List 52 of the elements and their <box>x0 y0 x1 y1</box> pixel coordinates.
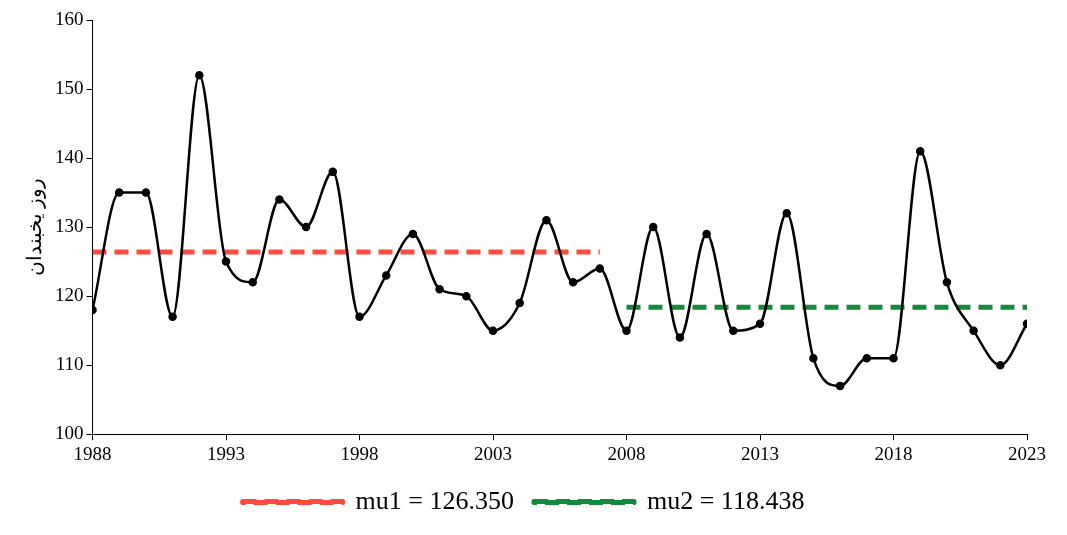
x-tick-label: 2013 <box>741 442 779 464</box>
point <box>355 312 364 322</box>
y-tick-label: 120 <box>55 284 84 306</box>
point <box>568 278 578 287</box>
point <box>114 188 124 197</box>
y-tick-label: 140 <box>55 146 84 168</box>
point <box>622 326 631 335</box>
point <box>595 264 605 273</box>
point <box>195 70 204 80</box>
point <box>328 167 338 177</box>
point <box>835 381 845 391</box>
point <box>435 284 444 294</box>
point <box>942 278 952 287</box>
point <box>702 229 711 239</box>
point <box>381 271 391 280</box>
point <box>301 222 311 232</box>
x-tick-label: 1993 <box>207 442 245 464</box>
point <box>515 298 524 308</box>
point <box>141 188 151 197</box>
x-tick-label: 1998 <box>340 442 379 464</box>
point <box>996 360 1005 370</box>
point <box>782 209 791 218</box>
point <box>862 354 872 363</box>
x-tick-label: 2003 <box>474 442 512 464</box>
y-tick-label: 150 <box>55 77 84 99</box>
point <box>221 257 231 266</box>
x-tick-label: 2008 <box>607 442 646 464</box>
point <box>462 291 471 301</box>
point <box>675 333 685 342</box>
y-axis-title: روز یخبندان <box>23 178 47 277</box>
point <box>248 278 257 287</box>
x-tick-label: 1988 <box>73 442 112 464</box>
point <box>809 354 818 363</box>
point <box>969 326 978 335</box>
point <box>648 222 658 232</box>
y-tick-label: 130 <box>55 215 84 237</box>
point <box>275 195 284 204</box>
y-tick-label: 100 <box>55 422 84 444</box>
y-tick-label: 110 <box>55 353 84 375</box>
point <box>408 229 418 239</box>
x-tick-label: 2018 <box>874 442 913 464</box>
point <box>542 215 551 225</box>
x-tick-label: 2023 <box>1008 442 1046 464</box>
point <box>488 326 498 335</box>
y-tick-label: 160 <box>55 7 84 29</box>
point <box>168 312 177 322</box>
point <box>755 319 765 328</box>
legend-label: mu2 = 118.438 <box>646 485 805 515</box>
point <box>889 354 898 363</box>
legend-label: mu1 = 126.350 <box>355 485 514 515</box>
point <box>729 326 738 335</box>
point <box>915 146 925 156</box>
